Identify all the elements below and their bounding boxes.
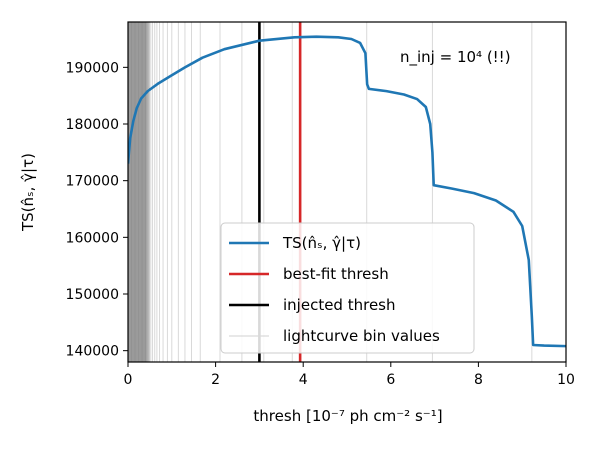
y-tick-label: 180000: [66, 117, 119, 133]
y-tick-label: 160000: [66, 230, 119, 246]
legend: TS(n̂ₛ, γ̂|τ) best-fit thresh injected thr…: [220, 222, 475, 354]
legend-label: lightcurve bin values: [283, 327, 440, 345]
x-tick-label: 4: [299, 372, 308, 388]
x-tick-label: 6: [386, 372, 395, 388]
x-tick-label: 8: [474, 372, 483, 388]
y-tick-label: 150000: [66, 287, 119, 303]
x-tick-label: 10: [557, 372, 575, 388]
ts-series: [128, 35, 566, 348]
y-axis-label: TS(n̂ₛ, γ̂|τ): [19, 153, 37, 232]
ts-line: [128, 35, 566, 348]
y-tick-label: 140000: [66, 344, 119, 360]
annotation: n_inj = 10⁴ (!!): [400, 48, 511, 67]
x-axis-label: thresh [10⁻⁷ ph cm⁻² s⁻¹]: [253, 407, 442, 425]
y-tick-label: 170000: [66, 174, 119, 190]
y-tick-label: 190000: [66, 60, 119, 76]
legend-label: TS(n̂ₛ, γ̂|τ): [282, 234, 361, 252]
legend-label: injected thresh: [283, 296, 396, 314]
x-tick-label: 0: [124, 372, 133, 388]
y-axis: 140000 150000 160000 170000 180000 190000: [66, 60, 128, 360]
x-tick-label: 2: [211, 372, 220, 388]
x-axis: 0 2 4 6 8 10: [124, 362, 575, 388]
legend-box: [220, 222, 475, 354]
legend-label: best-fit thresh: [283, 265, 389, 283]
plot-frame: [127, 21, 567, 363]
